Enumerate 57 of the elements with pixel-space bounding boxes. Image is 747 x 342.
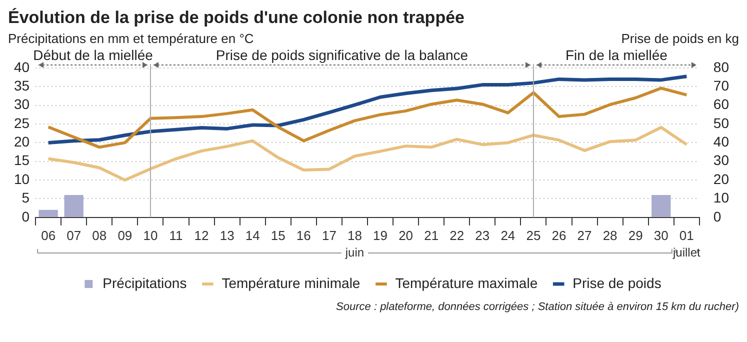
text: Début de la miellée [33,46,154,63]
x-tick-label: 22 [450,228,464,243]
text: juin [344,245,364,260]
y-tick-label: 40 [14,58,30,75]
y-tick-label: 35 [14,78,30,94]
y2-tick-label: 70 [713,78,730,94]
x-tick-label: 12 [194,228,209,243]
y2-tick-label: 60 [713,96,730,112]
x-tick-label: 24 [500,228,516,243]
chart-title: Évolution de la prise de poids d'une colonie non trappée [8,8,466,28]
x-tick-label: 30 [654,228,668,243]
y2-axis-title: Prise de poids en kg [621,31,739,46]
x-tick-label: 13 [220,228,234,243]
y2-tick-label: 10 [713,190,730,206]
x-tick-label: 19 [373,228,388,243]
x-tick-label: 07 [66,228,82,243]
x-tick-label: 01 [679,228,694,243]
y2-tick-label: 50 [713,114,730,131]
legend-label: Précipitations [102,274,187,291]
x-tick-label: 06 [41,228,56,243]
x-tick-label: 27 [577,228,592,243]
x-tick-label: 11 [169,228,183,243]
x-tick-label: 26 [552,228,566,243]
x-tick-label: 10 [143,228,158,243]
x-tick-label: 25 [526,228,541,243]
x-tick-label: 29 [628,228,643,243]
y-tick-label: 10 [14,170,30,187]
x-tick-label: 23 [475,228,490,243]
x-tick-label: 18 [348,228,362,243]
x-tick-label: 20 [398,228,414,243]
y2-tick-label: 40 [713,134,730,150]
x-tick-label: 14 [245,228,260,243]
y-tick-label: 25 [14,114,30,131]
y-tick-label: 5 [22,190,30,206]
legend-label: Température minimale [222,274,360,291]
y2-tick-label: 80 [713,58,730,75]
text: Fin de la miellée [565,46,668,63]
x-tick-label: 09 [118,228,132,243]
x-tick-label: 28 [602,228,618,243]
y-tick-label: 20 [14,134,30,150]
legend-label: Prise de poids [572,274,662,291]
y-axis-title: Précipitations en mm et température en °C [8,31,254,46]
y-tick-label: 15 [14,152,30,168]
x-tick-label: 08 [92,228,107,243]
text: juillet [672,245,701,260]
y2-tick-label: 30 [713,152,730,168]
x-tick-label: 21 [424,228,439,243]
y2-tick-label: 20 [713,170,730,187]
y-tick-label: 30 [14,96,30,112]
x-tick-label: 15 [270,228,286,243]
legend-label: Température maximale [395,274,538,291]
x-tick-label: 17 [322,228,336,243]
y-tick-label: 0 [22,208,30,224]
y2-tick-label: 0 [713,208,722,224]
source-note: Source : plateforme, données corrigées ; Station située à environ 15 km du rucher) [335,301,739,313]
text: Prise de poids significative de la balance [216,46,468,63]
x-tick-label: 16 [296,228,311,243]
